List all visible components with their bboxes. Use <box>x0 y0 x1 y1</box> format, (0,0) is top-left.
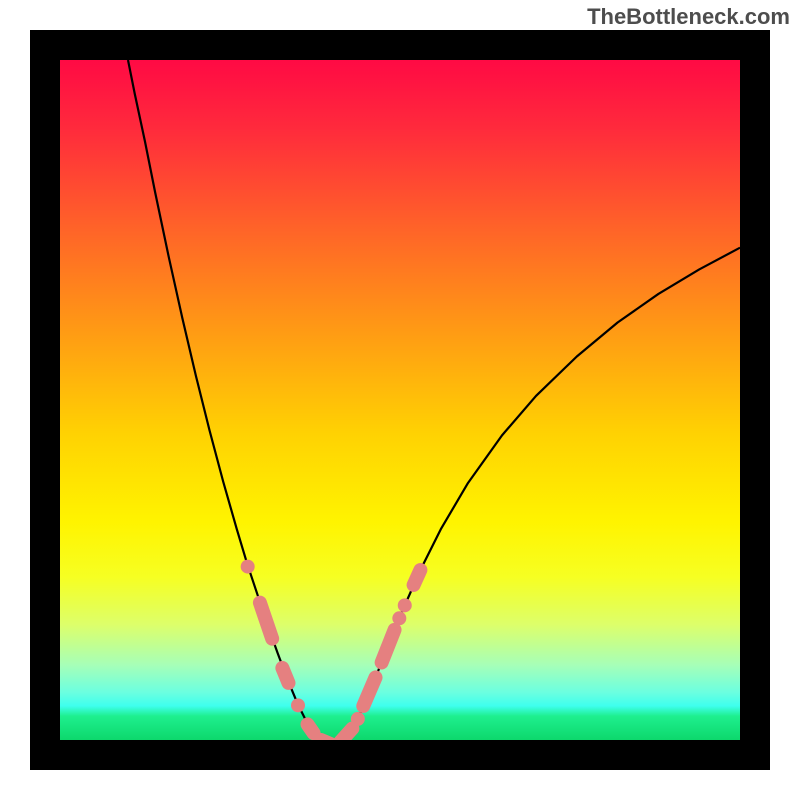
bottleneck-chart: TheBottleneck.com <box>0 0 800 800</box>
watermark-text: TheBottleneck.com <box>587 4 790 30</box>
chart-svg <box>0 0 800 800</box>
